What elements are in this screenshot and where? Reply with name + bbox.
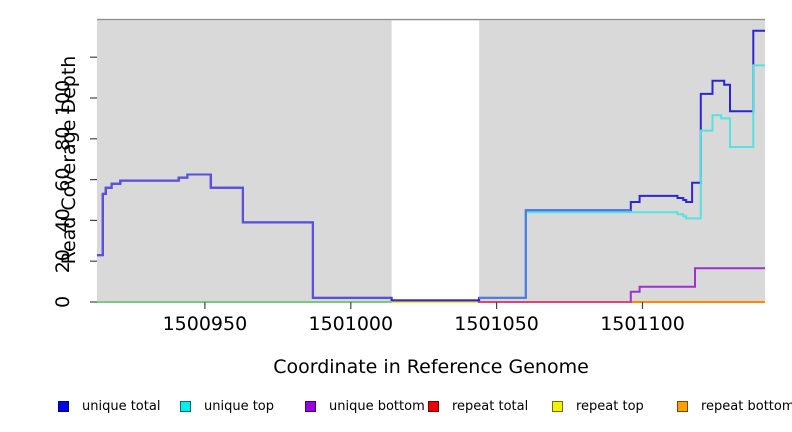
legend-swatch [677, 400, 688, 412]
series-line-unique-top [479, 64, 765, 299]
y-tick-label: 60 [52, 168, 74, 192]
legend-swatch [552, 400, 563, 412]
blend-line-unique-total-over-unique-top [479, 209, 631, 299]
x-tick-label: 1500950 [163, 313, 248, 335]
legend-swatch [305, 400, 316, 412]
y-tick-label: 100 [52, 80, 74, 116]
legend-label: unique top [204, 398, 275, 414]
x-axis-title: Coordinate in Reference Genome [273, 356, 589, 378]
y-tick-label: 0 [52, 296, 74, 308]
x-tick-label: 1501100 [600, 313, 685, 335]
legend-item-unique-bottom: unique bottom [305, 396, 425, 416]
legend-swatch [58, 400, 69, 412]
no-data-band [391, 20, 480, 302]
legend-swatch [180, 400, 191, 412]
legend-label: repeat total [452, 398, 529, 414]
legend-swatch [428, 400, 439, 412]
y-tick-label: 80 [52, 127, 74, 151]
legend-item-repeat-top: repeat top [552, 396, 644, 416]
blend-line-unique-total-over-unique-bottom [97, 173, 392, 299]
legend-item-repeat-total: repeat total [428, 396, 528, 416]
y-tick-label: 20 [52, 249, 74, 273]
legend-item-repeat-bottom: repeat bottom [677, 396, 792, 416]
legend: unique total unique top unique bottom repea… [0, 396, 792, 420]
x-tick-label: 1501050 [454, 313, 539, 335]
x-tick-label: 1501000 [308, 313, 393, 335]
legend-label: repeat bottom [701, 398, 792, 414]
legend-label: repeat top [576, 398, 644, 414]
y-tick-label: 40 [52, 208, 74, 232]
y-axis-title: Read Coverage Depth [58, 55, 80, 265]
legend-item-unique-top: unique top [180, 396, 274, 416]
legend-item-unique-total: unique total [58, 396, 160, 416]
legend-label: unique bottom [329, 398, 425, 414]
legend-label: unique total [82, 398, 161, 414]
